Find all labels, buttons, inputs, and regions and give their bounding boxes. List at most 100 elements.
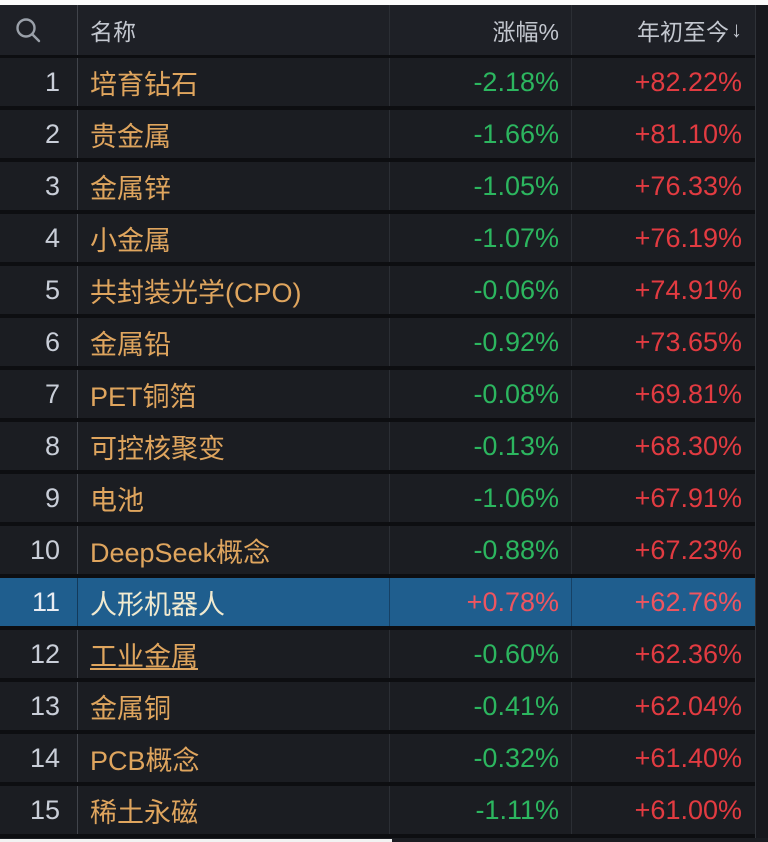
row-ytd: +62.36% [634,638,742,669]
column-header-change-label: 涨幅% [492,19,559,45]
row-rank-cell: 9 [0,474,78,522]
row-rank-cell: 6 [0,318,78,366]
row-ytd-cell: +74.91% [572,266,755,314]
row-rank: 11 [31,586,60,617]
row-change-cell: -0.41% [390,682,572,730]
row-change-cell: -1.05% [390,162,572,210]
row-name-cell: 可控核聚变 [78,422,390,470]
row-change-cell: -0.60% [390,630,572,678]
table-row[interactable]: 5 共封装光学(CPO) -0.06% +74.91% [0,266,755,314]
table-row[interactable]: 8 可控核聚变 -0.13% +68.30% [0,422,755,470]
row-ytd-cell: +73.65% [572,318,755,366]
row-name-cell: 共封装光学(CPO) [78,266,390,314]
table-row[interactable]: 13 金属铜 -0.41% +62.04% [0,682,755,730]
table-row[interactable]: 1 培育钻石 -2.18% +82.22% [0,58,755,106]
row-rank: 6 [44,326,60,357]
table-row[interactable]: 6 金属铅 -0.92% +73.65% [0,318,755,366]
row-ytd-cell: +68.30% [572,422,755,470]
row-name: PCB概念 [90,745,200,776]
row-name-cell: 小金属 [78,214,390,262]
window-bottom-edge [0,839,392,842]
row-ytd: +82.22% [634,66,742,97]
row-ytd: +81.10% [634,118,742,149]
row-change: -0.06% [473,274,559,305]
row-change: -0.60% [473,638,559,669]
row-change-cell: -1.66% [390,110,572,158]
sector-ranking-table: 名称 涨幅% 年初至今 ↓ 1 培育钻石 -2.18% +82.22% 2 贵金… [0,5,755,838]
row-rank: 15 [29,794,60,825]
table-header-row: 名称 涨幅% 年初至今 ↓ [0,5,755,55]
row-ytd: +67.23% [634,534,742,565]
row-rank-cell: 14 [0,734,78,782]
row-change: -0.13% [473,430,559,461]
column-header-name[interactable]: 名称 [78,5,390,55]
row-change-cell: -0.08% [390,370,572,418]
row-name: 稀土永磁 [90,797,198,828]
row-rank-cell: 13 [0,682,78,730]
table-row[interactable]: 10 DeepSeek概念 -0.88% +67.23% [0,526,755,574]
sector-table-body: 1 培育钻石 -2.18% +82.22% 2 贵金属 -1.66% +81.1… [0,58,755,834]
table-row[interactable]: 4 小金属 -1.07% +76.19% [0,214,755,262]
column-header-ytd[interactable]: 年初至今 ↓ [572,5,755,55]
row-rank: 1 [44,66,60,97]
row-rank-cell: 12 [0,630,78,678]
column-header-ytd-label: 年初至今 [637,19,729,45]
row-rank: 7 [44,378,60,409]
row-rank: 13 [29,690,60,721]
table-row[interactable]: 2 贵金属 -1.66% +81.10% [0,110,755,158]
table-row[interactable]: 3 金属锌 -1.05% +76.33% [0,162,755,210]
row-name-cell: 贵金属 [78,110,390,158]
scrollbar-gutter[interactable] [755,5,768,842]
row-name: 电池 [90,485,144,516]
table-row[interactable]: 14 PCB概念 -0.32% +61.40% [0,734,755,782]
table-row[interactable]: 12 工业金属 -0.60% +62.36% [0,630,755,678]
row-name-cell: DeepSeek概念 [78,526,390,574]
row-ytd-cell: +76.33% [572,162,755,210]
row-change: -0.08% [473,378,559,409]
row-name-cell: 工业金属 [78,630,390,678]
row-ytd-cell: +82.22% [572,58,755,106]
row-ytd-cell: +67.91% [572,474,755,522]
row-change-cell: -0.88% [390,526,572,574]
row-name-cell: 培育钻石 [78,58,390,106]
row-ytd: +74.91% [634,274,742,305]
sort-descending-icon: ↓ [731,17,742,42]
table-row[interactable]: 11 人形机器人 +0.78% +62.76% [0,578,755,626]
row-change: -1.11% [475,794,559,825]
row-change-cell: -0.32% [390,734,572,782]
row-rank: 9 [44,482,60,513]
table-row[interactable]: 9 电池 -1.06% +67.91% [0,474,755,522]
table-row[interactable]: 7 PET铜箔 -0.08% +69.81% [0,370,755,418]
row-change: +0.78% [466,586,559,617]
row-name: 贵金属 [90,121,171,152]
row-ytd: +61.00% [634,794,742,825]
row-change-cell: -2.18% [390,58,572,106]
row-rank-cell: 5 [0,266,78,314]
row-name-cell: 电池 [78,474,390,522]
row-change-cell: -1.06% [390,474,572,522]
row-ytd: +76.19% [634,222,742,253]
search-icon[interactable] [13,15,43,45]
row-ytd-cell: +61.00% [572,786,755,834]
row-name-cell: PCB概念 [78,734,390,782]
row-rank: 10 [29,534,60,565]
row-name: 人形机器人 [90,589,225,620]
row-name-cell: 金属锌 [78,162,390,210]
row-change: -0.41% [473,690,559,721]
row-ytd-cell: +62.76% [572,578,755,626]
row-rank-cell: 8 [0,422,78,470]
row-name: DeepSeek概念 [90,537,271,568]
row-name-cell: 稀土永磁 [78,786,390,834]
row-rank: 8 [44,430,60,461]
row-change: -0.88% [473,534,559,565]
table-row[interactable]: 15 稀土永磁 -1.11% +61.00% [0,786,755,834]
row-rank: 14 [29,742,60,773]
row-change-cell: -0.92% [390,318,572,366]
column-header-change[interactable]: 涨幅% [390,5,572,55]
row-change: -0.32% [473,742,559,773]
row-ytd: +62.76% [634,586,742,617]
row-rank: 2 [44,118,60,149]
search-header-cell[interactable] [0,5,78,55]
row-ytd: +76.33% [634,170,742,201]
row-rank-cell: 7 [0,370,78,418]
